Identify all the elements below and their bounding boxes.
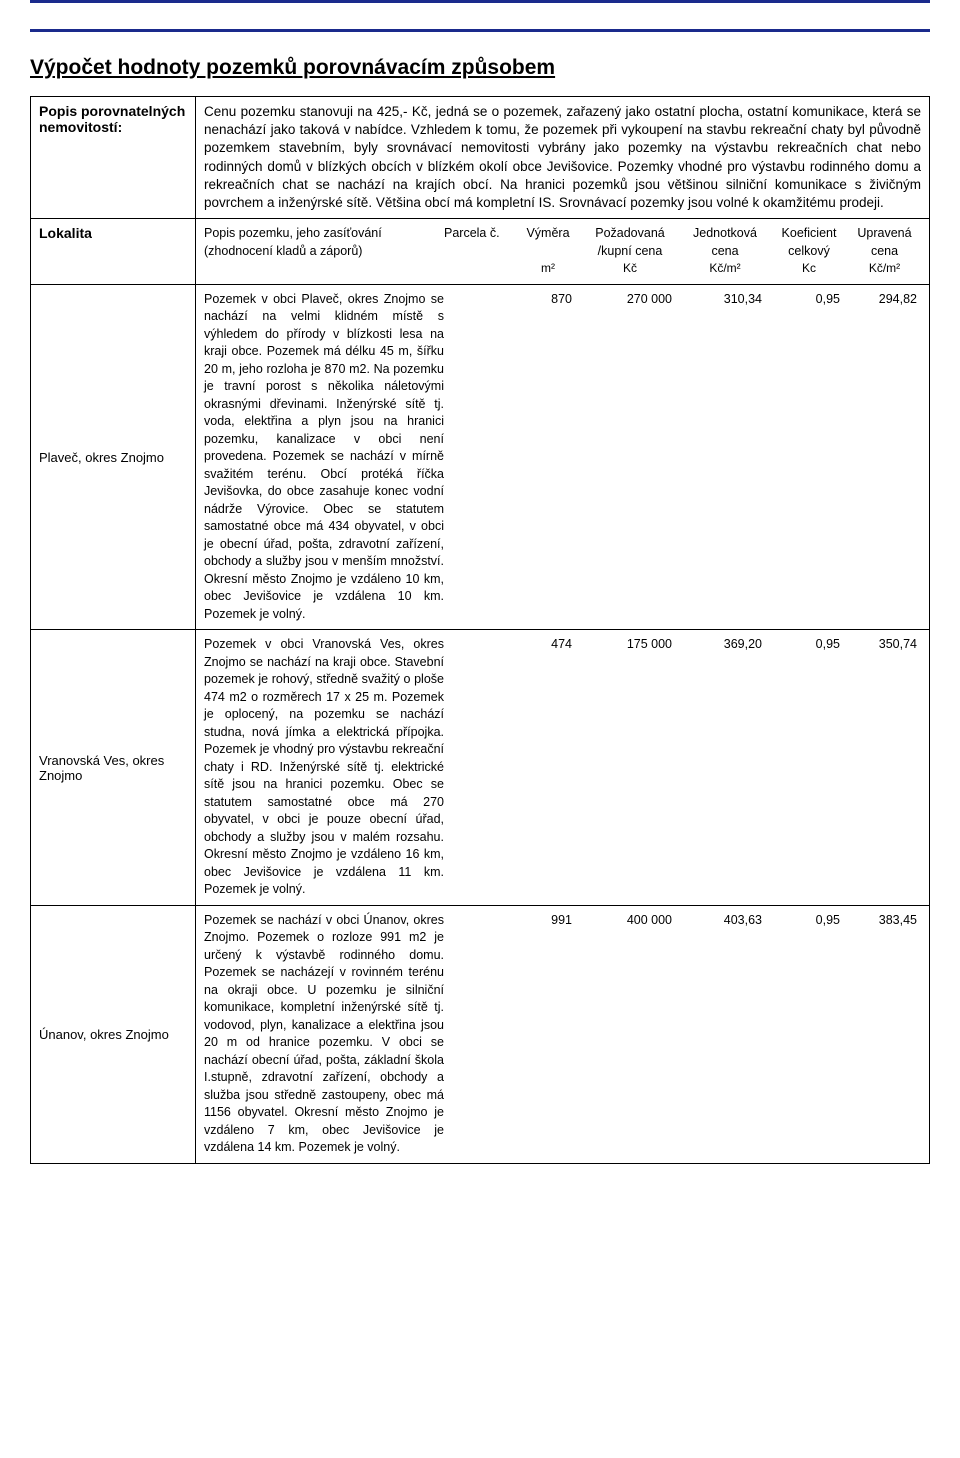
row-price: 175 000 bbox=[580, 636, 680, 899]
col-jednotkova-l2: cena bbox=[711, 244, 738, 258]
col-koeficient-unit: Kᴄ bbox=[802, 261, 816, 275]
data-cell: Pozemek v obci Vranovská Ves, okres Znoj… bbox=[196, 630, 930, 906]
locality-cell: Únanov, okres Znojmo bbox=[31, 905, 196, 1163]
col-vymera-l1: Výměra bbox=[526, 226, 569, 240]
row-parcel bbox=[444, 636, 516, 899]
col-vymera-unit: m² bbox=[541, 261, 555, 275]
col-jednotkova-l1: Jednotková bbox=[693, 226, 757, 240]
row-unitprice: 369,20 bbox=[680, 636, 770, 899]
col-koeficient-l2: celkový bbox=[788, 244, 830, 258]
data-row: Únanov, okres Znojmo Pozemek se nachází … bbox=[31, 905, 930, 1163]
row-adjprice: 350,74 bbox=[848, 636, 921, 899]
col-upravena-l2: cena bbox=[871, 244, 898, 258]
row-area: 474 bbox=[516, 636, 580, 899]
col-parcela-l1: Parcela č. bbox=[444, 226, 500, 240]
row-parcel bbox=[444, 912, 516, 1157]
row-coef: 0,95 bbox=[770, 912, 848, 1157]
row-unitprice: 403,63 bbox=[680, 912, 770, 1157]
data-cell: Pozemek se nachází v obci Únanov, okres … bbox=[196, 905, 930, 1163]
description-label: Popis porovnatelných nemovitostí: bbox=[31, 97, 196, 219]
description-row: Popis porovnatelných nemovitostí: Cenu p… bbox=[31, 97, 930, 219]
data-row: Vranovská Ves, okres Znojmo Pozemek v ob… bbox=[31, 630, 930, 906]
page-content: Výpočet hodnoty pozemků porovnávacím způ… bbox=[0, 56, 960, 1194]
row-price: 400 000 bbox=[580, 912, 680, 1157]
row-unitprice: 310,34 bbox=[680, 291, 770, 624]
data-cell: Pozemek v obci Plaveč, okres Znojmo se n… bbox=[196, 284, 930, 630]
top-border-bar bbox=[30, 0, 930, 32]
col-upravena-l1: Upravená bbox=[857, 226, 911, 240]
row-area: 991 bbox=[516, 912, 580, 1157]
row-area: 870 bbox=[516, 291, 580, 624]
row-parcel bbox=[444, 291, 516, 624]
col-pozadovana-l2: /kupní cena bbox=[598, 244, 663, 258]
col-popis-l1: Popis pozemku, jeho zasíťování bbox=[204, 226, 382, 240]
col-upravena-unit: Kč/m² bbox=[869, 261, 900, 275]
row-desc: Pozemek se nachází v obci Únanov, okres … bbox=[204, 912, 444, 1157]
locality-cell: Vranovská Ves, okres Znojmo bbox=[31, 630, 196, 906]
data-row: Plaveč, okres Znojmo Pozemek v obci Plav… bbox=[31, 284, 930, 630]
row-adjprice: 383,45 bbox=[848, 912, 921, 1157]
row-desc: Pozemek v obci Vranovská Ves, okres Znoj… bbox=[204, 636, 444, 899]
row-coef: 0,95 bbox=[770, 291, 848, 624]
row-desc: Pozemek v obci Plaveč, okres Znojmo se n… bbox=[204, 291, 444, 624]
col-pozadovana-l1: Požadovaná bbox=[595, 226, 665, 240]
row-price: 270 000 bbox=[580, 291, 680, 624]
col-koeficient-l1: Koeficient bbox=[782, 226, 837, 240]
locality-cell: Plaveč, okres Znojmo bbox=[31, 284, 196, 630]
lokalita-label: Lokalita bbox=[31, 219, 196, 285]
col-popis-l2: (zhodnocení kladů a záporů) bbox=[204, 244, 362, 258]
comparison-table: Popis porovnatelných nemovitostí: Cenu p… bbox=[30, 96, 930, 1164]
description-text: Cenu pozemku stanovuji na 425,- Kč, jedn… bbox=[196, 97, 930, 219]
row-adjprice: 294,82 bbox=[848, 291, 921, 624]
row-coef: 0,95 bbox=[770, 636, 848, 899]
column-headers-cell: Popis pozemku, jeho zasíťování (zhodnoce… bbox=[196, 219, 930, 285]
col-jednotkova-unit: Kč/m² bbox=[709, 261, 740, 275]
page-title: Výpočet hodnoty pozemků porovnávacím způ… bbox=[30, 56, 930, 80]
header-row: Lokalita Popis pozemku, jeho zasíťování … bbox=[31, 219, 930, 285]
col-pozadovana-unit: Kč bbox=[623, 261, 637, 275]
